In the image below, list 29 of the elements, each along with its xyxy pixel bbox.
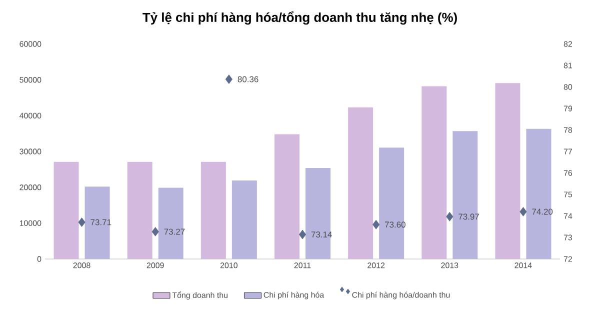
data-label: 73.14 xyxy=(311,232,332,238)
bar xyxy=(306,168,330,259)
bar xyxy=(274,134,300,259)
bar xyxy=(232,180,257,259)
bar xyxy=(127,162,152,259)
point xyxy=(520,207,527,216)
bar xyxy=(452,131,478,259)
bar xyxy=(54,162,79,259)
point xyxy=(298,230,306,240)
point xyxy=(152,227,159,236)
bar xyxy=(158,188,184,259)
bar xyxy=(379,148,404,259)
data-label: 80.36 xyxy=(238,76,258,82)
point xyxy=(372,220,380,230)
data-label: 73.60 xyxy=(385,222,406,228)
data-label: 74.20 xyxy=(532,208,553,215)
bar xyxy=(422,86,447,259)
data-label: 73.97 xyxy=(458,214,479,220)
point xyxy=(446,212,454,222)
bar xyxy=(495,83,520,259)
bar xyxy=(526,128,552,259)
chart-title: Tỷ lệ chi phí hàng hóa/tổng doanh thu tăng nhẹ (%) xyxy=(142,11,457,25)
data-label: 73.27 xyxy=(164,228,185,235)
bar xyxy=(348,107,374,259)
point xyxy=(78,218,86,227)
bar xyxy=(84,186,110,259)
point xyxy=(225,74,232,84)
data-label: 73.71 xyxy=(90,219,112,226)
bar xyxy=(200,162,226,259)
